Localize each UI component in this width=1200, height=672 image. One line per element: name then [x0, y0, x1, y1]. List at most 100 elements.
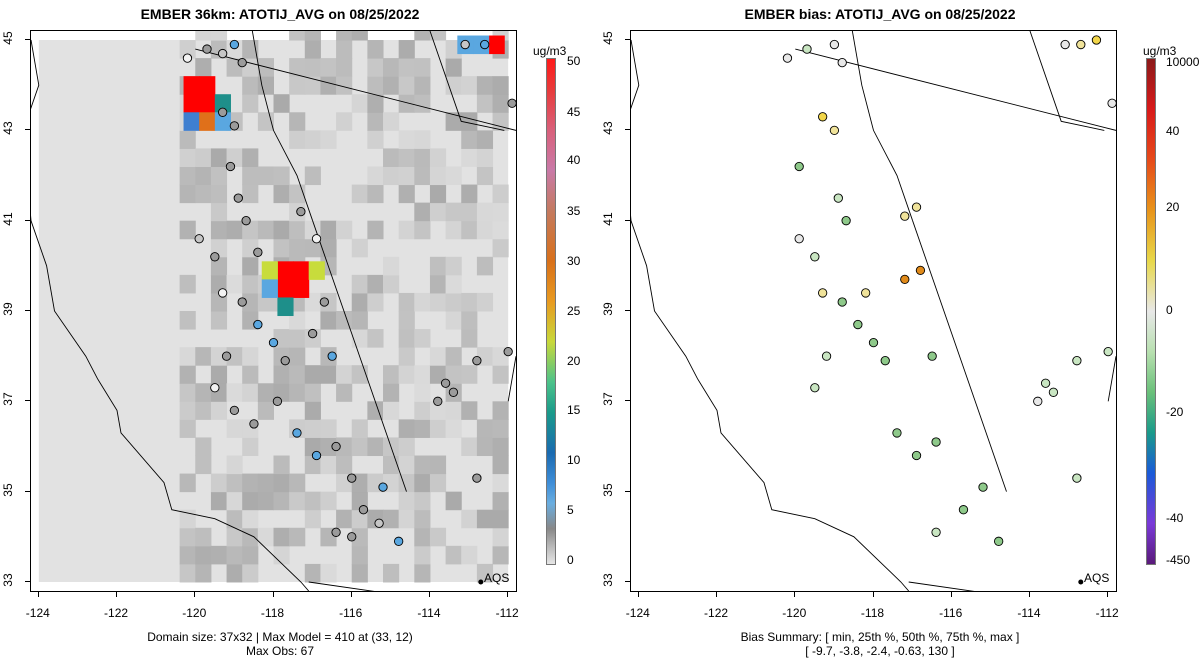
bias-obs-point[interactable] — [927, 351, 937, 361]
bias-obs-point[interactable] — [821, 351, 832, 361]
bias-obs-point[interactable] — [829, 125, 840, 136]
bias-obs-point[interactable] — [1060, 39, 1070, 50]
bias-obs-point[interactable] — [1072, 356, 1082, 366]
model-obs-point[interactable] — [229, 39, 240, 50]
model-obs-point[interactable] — [440, 378, 451, 388]
model-obs-point[interactable] — [218, 48, 228, 59]
model-obs-point[interactable] — [311, 450, 322, 461]
model-obs-point[interactable] — [182, 53, 193, 63]
bias-obs-point[interactable] — [911, 202, 922, 212]
model-grid-cell — [429, 347, 447, 366]
bias-obs-point[interactable] — [911, 450, 922, 461]
bias-map-frame[interactable] — [630, 30, 1117, 592]
model-grid-cell — [476, 94, 494, 113]
model-obs-point[interactable] — [253, 319, 263, 330]
model-obs-point[interactable] — [331, 527, 341, 537]
model-x-tick-mark — [194, 592, 196, 597]
bias-obs-point[interactable] — [900, 274, 910, 285]
bias-obs-point[interactable] — [837, 57, 847, 68]
bias-obs-point[interactable] — [1076, 39, 1086, 50]
model-obs-point[interactable] — [503, 346, 513, 357]
model-obs-point[interactable] — [210, 252, 220, 262]
model-obs-point[interactable] — [296, 206, 306, 217]
bias-obs-point[interactable] — [1072, 473, 1082, 483]
bias-obs-point[interactable] — [794, 234, 804, 244]
model-obs-point[interactable] — [210, 383, 220, 393]
bias-obs-point[interactable] — [1033, 396, 1043, 406]
bias-obs-point[interactable] — [841, 216, 851, 226]
model-obs-point[interactable] — [394, 536, 404, 546]
bias-obs-point[interactable] — [853, 319, 863, 330]
bias-obs-point[interactable] — [818, 112, 828, 122]
model-obs-point[interactable] — [237, 297, 247, 307]
model-obs-point[interactable] — [292, 428, 302, 438]
bias-obs-point[interactable] — [978, 482, 988, 492]
model-obs-point[interactable] — [347, 532, 357, 542]
bias-obs-point[interactable] — [1040, 378, 1051, 388]
model-obs-point[interactable] — [472, 473, 482, 483]
model-obs-point[interactable] — [202, 44, 212, 54]
model-obs-point[interactable] — [319, 297, 329, 307]
model-obs-point[interactable] — [218, 107, 228, 117]
bias-obs-point[interactable] — [837, 297, 847, 307]
bias-obs-point[interactable] — [931, 527, 941, 537]
model-obs-point[interactable] — [241, 216, 251, 226]
bias-obs-point[interactable] — [1107, 98, 1116, 108]
model-grid-cell — [179, 166, 196, 186]
model-obs-point[interactable] — [347, 473, 357, 483]
model-obs-point[interactable] — [268, 337, 279, 348]
model-obs-point[interactable] — [307, 328, 318, 339]
bias-obs-point[interactable] — [810, 383, 820, 393]
bias-obs-point[interactable] — [900, 211, 910, 221]
model-obs-point[interactable] — [194, 234, 204, 244]
bias-obs-point[interactable] — [782, 53, 793, 63]
model-obs-point[interactable] — [460, 39, 470, 50]
model-obs-point[interactable] — [218, 288, 228, 298]
bias-obs-point[interactable] — [1091, 35, 1102, 45]
bias-x-tick-mark — [716, 592, 718, 597]
model-obs-point[interactable] — [448, 387, 459, 397]
model-grid-cell — [429, 527, 447, 547]
model-map-frame[interactable] — [30, 30, 517, 592]
model-obs-point[interactable] — [229, 405, 240, 416]
bias-obs-point[interactable] — [958, 505, 969, 515]
model-obs-point[interactable] — [311, 234, 322, 244]
bias-obs-point[interactable] — [880, 356, 890, 366]
bias-obs-point[interactable] — [794, 161, 804, 172]
model-obs-point[interactable] — [225, 161, 236, 172]
bias-obs-point[interactable] — [802, 44, 812, 54]
model-obs-point[interactable] — [229, 121, 240, 131]
bias-obs-point[interactable] — [931, 437, 941, 447]
model-obs-point[interactable] — [378, 482, 388, 492]
bias-obs-point[interactable] — [818, 288, 828, 298]
bias-obs-point[interactable] — [861, 288, 871, 298]
model-grid-cell — [351, 527, 368, 547]
model-obs-point[interactable] — [472, 356, 482, 366]
bias-obs-point[interactable] — [1048, 387, 1059, 397]
model-obs-point[interactable] — [480, 39, 490, 50]
model-obs-point[interactable] — [237, 57, 247, 68]
bias-obs-point[interactable] — [868, 337, 879, 348]
model-obs-point[interactable] — [358, 505, 369, 515]
model-boundary-mexico-border — [308, 581, 375, 591]
bias-obs-point[interactable] — [833, 193, 843, 203]
model-obs-point[interactable] — [221, 351, 232, 361]
model-obs-point[interactable] — [253, 247, 263, 257]
model-map-svg — [31, 31, 516, 591]
model-obs-point[interactable] — [331, 441, 341, 452]
bias-obs-point[interactable] — [892, 428, 902, 438]
bias-obs-point[interactable] — [915, 265, 926, 276]
bias-obs-point[interactable] — [810, 252, 820, 262]
model-obs-point[interactable] — [374, 518, 384, 528]
bias-obs-point[interactable] — [829, 39, 840, 50]
model-grid-cell — [195, 563, 212, 583]
bias-obs-point[interactable] — [1103, 346, 1113, 357]
model-obs-point[interactable] — [507, 98, 516, 108]
model-obs-point[interactable] — [272, 396, 283, 406]
model-obs-point[interactable] — [327, 351, 337, 361]
model-obs-point[interactable] — [249, 419, 259, 429]
model-obs-point[interactable] — [233, 193, 243, 203]
model-obs-point[interactable] — [433, 396, 443, 406]
model-obs-point[interactable] — [280, 356, 290, 366]
bias-obs-point[interactable] — [994, 536, 1004, 546]
